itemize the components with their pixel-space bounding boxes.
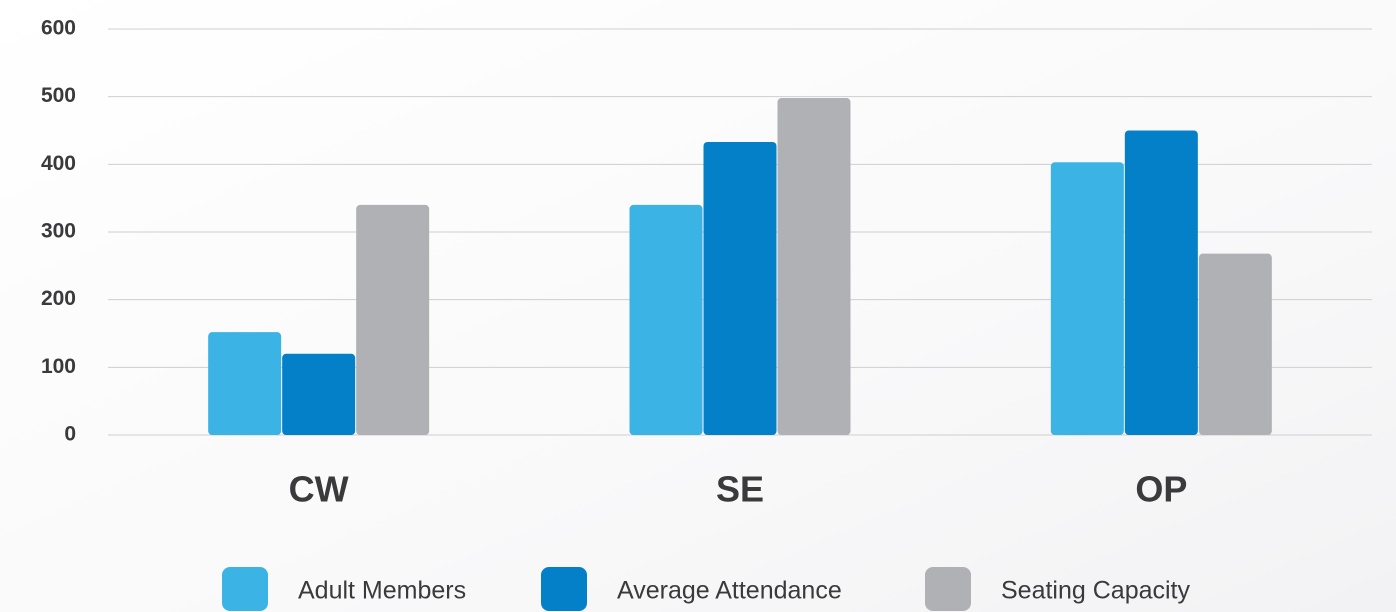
legend-label: Seating Capacity [1001,577,1191,605]
bar [356,204,430,435]
y-tick-label: 300 [41,220,76,243]
bar [1050,162,1124,435]
bar [1198,253,1272,435]
y-tick-label: 400 [41,152,76,175]
x-tick-label: OP [1135,469,1187,510]
bar [703,142,777,435]
legend-swatch [925,567,971,611]
bar [282,353,356,435]
bar [208,332,282,435]
y-tick-label: 200 [41,287,76,310]
bar [629,204,703,435]
bar [1124,130,1198,435]
legend-label: Adult Members [298,577,466,605]
y-tick-label: 500 [41,84,76,107]
x-tick-label: SE [716,469,764,510]
legend-label: Average Attendance [617,577,842,605]
legend-swatch [222,567,268,611]
y-tick-label: 600 [41,17,76,40]
bar [777,98,851,436]
y-tick-label: 0 [64,423,76,446]
legend-swatch [541,567,587,611]
y-tick-label: 100 [41,355,76,378]
x-tick-label: CW [289,469,349,510]
